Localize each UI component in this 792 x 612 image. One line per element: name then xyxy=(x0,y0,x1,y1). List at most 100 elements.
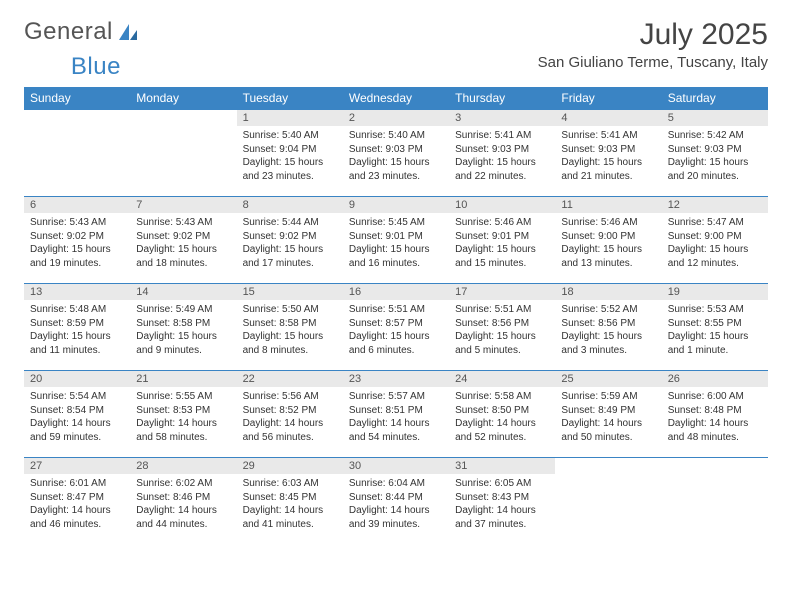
day-details: Sunrise: 5:55 AMSunset: 8:53 PMDaylight:… xyxy=(130,387,236,448)
daylight-text-1: Daylight: 14 hours xyxy=(243,504,337,518)
daylight-text-1: Daylight: 14 hours xyxy=(561,417,655,431)
day-number: 17 xyxy=(449,284,555,300)
day-number: 30 xyxy=(343,458,449,474)
day-number: 8 xyxy=(237,197,343,213)
daylight-text-1: Daylight: 15 hours xyxy=(30,330,124,344)
daylight-text-2: and 54 minutes. xyxy=(349,431,443,445)
daylight-text-2: and 17 minutes. xyxy=(243,257,337,271)
day-details: Sunrise: 5:41 AMSunset: 9:03 PMDaylight:… xyxy=(449,126,555,187)
calendar-day: 10Sunrise: 5:46 AMSunset: 9:01 PMDayligh… xyxy=(449,197,555,284)
daylight-text-1: Daylight: 15 hours xyxy=(349,156,443,170)
sunset-text: Sunset: 8:58 PM xyxy=(243,317,337,331)
day-details: Sunrise: 5:58 AMSunset: 8:50 PMDaylight:… xyxy=(449,387,555,448)
sunrise-text: Sunrise: 5:57 AM xyxy=(349,390,443,404)
calendar-day: 15Sunrise: 5:50 AMSunset: 8:58 PMDayligh… xyxy=(237,284,343,371)
day-number: 23 xyxy=(343,371,449,387)
day-details: Sunrise: 5:40 AMSunset: 9:03 PMDaylight:… xyxy=(343,126,449,187)
sunset-text: Sunset: 8:48 PM xyxy=(668,404,762,418)
day-number: 6 xyxy=(24,197,130,213)
daylight-text-2: and 19 minutes. xyxy=(30,257,124,271)
calendar-day: 6Sunrise: 5:43 AMSunset: 9:02 PMDaylight… xyxy=(24,197,130,284)
sunset-text: Sunset: 9:03 PM xyxy=(561,143,655,157)
sunset-text: Sunset: 8:49 PM xyxy=(561,404,655,418)
location-label: San Giuliano Terme, Tuscany, Italy xyxy=(538,54,768,71)
sunrise-text: Sunrise: 5:51 AM xyxy=(455,303,549,317)
sunset-text: Sunset: 8:59 PM xyxy=(30,317,124,331)
day-details: Sunrise: 5:46 AMSunset: 9:01 PMDaylight:… xyxy=(449,213,555,274)
day-number: 24 xyxy=(449,371,555,387)
daylight-text-2: and 23 minutes. xyxy=(349,170,443,184)
calendar-day: 17Sunrise: 5:51 AMSunset: 8:56 PMDayligh… xyxy=(449,284,555,371)
sunrise-text: Sunrise: 6:00 AM xyxy=(668,390,762,404)
daylight-text-2: and 15 minutes. xyxy=(455,257,549,271)
calendar-day: 31Sunrise: 6:05 AMSunset: 8:43 PMDayligh… xyxy=(449,458,555,545)
daylight-text-2: and 18 minutes. xyxy=(136,257,230,271)
calendar-week: 1Sunrise: 5:40 AMSunset: 9:04 PMDaylight… xyxy=(24,110,768,197)
daylight-text-2: and 41 minutes. xyxy=(243,518,337,532)
sunrise-text: Sunrise: 5:46 AM xyxy=(561,216,655,230)
calendar-day: 27Sunrise: 6:01 AMSunset: 8:47 PMDayligh… xyxy=(24,458,130,545)
calendar-day: 26Sunrise: 6:00 AMSunset: 8:48 PMDayligh… xyxy=(662,371,768,458)
daylight-text-1: Daylight: 15 hours xyxy=(243,243,337,257)
daylight-text-2: and 9 minutes. xyxy=(136,344,230,358)
calendar-day: 29Sunrise: 6:03 AMSunset: 8:45 PMDayligh… xyxy=(237,458,343,545)
calendar-day: 7Sunrise: 5:43 AMSunset: 9:02 PMDaylight… xyxy=(130,197,236,284)
day-number: 31 xyxy=(449,458,555,474)
daylight-text-2: and 3 minutes. xyxy=(561,344,655,358)
calendar-day: 9Sunrise: 5:45 AMSunset: 9:01 PMDaylight… xyxy=(343,197,449,284)
calendar-day: 28Sunrise: 6:02 AMSunset: 8:46 PMDayligh… xyxy=(130,458,236,545)
calendar-day: 25 Sunrise: 5:59 AMSunset: 8:49 PMDayligh… xyxy=(555,371,661,458)
calendar-body: 1Sunrise: 5:40 AMSunset: 9:04 PMDaylight… xyxy=(24,110,768,545)
month-title: July 2025 xyxy=(538,18,768,52)
day-number: 15 xyxy=(237,284,343,300)
calendar-day: 1Sunrise: 5:40 AMSunset: 9:04 PMDaylight… xyxy=(237,110,343,197)
day-details: Sunrise: 5:40 AMSunset: 9:04 PMDaylight:… xyxy=(237,126,343,187)
sunset-text: Sunset: 8:50 PM xyxy=(455,404,549,418)
day-number: 9 xyxy=(343,197,449,213)
sunset-text: Sunset: 8:43 PM xyxy=(455,491,549,505)
sunset-text: Sunset: 9:03 PM xyxy=(349,143,443,157)
sunrise-text: Sunrise: 6:04 AM xyxy=(349,477,443,491)
day-number: 22 xyxy=(237,371,343,387)
day-number: 3 xyxy=(449,110,555,126)
daylight-text-2: and 11 minutes. xyxy=(30,344,124,358)
daylight-text-1: Daylight: 15 hours xyxy=(668,156,762,170)
daylight-text-1: Daylight: 14 hours xyxy=(243,417,337,431)
sunset-text: Sunset: 9:04 PM xyxy=(243,143,337,157)
sunset-text: Sunset: 9:03 PM xyxy=(668,143,762,157)
sunrise-text: Sunrise: 5:59 AM xyxy=(561,390,655,404)
calendar-table: SundayMondayTuesdayWednesdayThursdayFrid… xyxy=(24,87,768,544)
calendar-day-empty xyxy=(130,110,236,197)
calendar-day: 23Sunrise: 5:57 AMSunset: 8:51 PMDayligh… xyxy=(343,371,449,458)
sunrise-text: Sunrise: 5:40 AM xyxy=(243,129,337,143)
daylight-text-1: Daylight: 14 hours xyxy=(30,504,124,518)
day-details: Sunrise: 5:51 AMSunset: 8:56 PMDaylight:… xyxy=(449,300,555,361)
daylight-text-2: and 50 minutes. xyxy=(561,431,655,445)
weekday-header: Saturday xyxy=(662,87,768,110)
sunrise-text: Sunrise: 5:44 AM xyxy=(243,216,337,230)
daylight-text-1: Daylight: 14 hours xyxy=(30,417,124,431)
sunrise-text: Sunrise: 5:56 AM xyxy=(243,390,337,404)
day-number: 10 xyxy=(449,197,555,213)
calendar-day-empty xyxy=(555,458,661,545)
day-details: Sunrise: 5:48 AMSunset: 8:59 PMDaylight:… xyxy=(24,300,130,361)
sunrise-text: Sunrise: 5:53 AM xyxy=(668,303,762,317)
daylight-text-2: and 37 minutes. xyxy=(455,518,549,532)
daylight-text-2: and 12 minutes. xyxy=(668,257,762,271)
title-block: July 2025 San Giuliano Terme, Tuscany, I… xyxy=(538,18,768,71)
sunset-text: Sunset: 9:00 PM xyxy=(668,230,762,244)
calendar-day: 24Sunrise: 5:58 AMSunset: 8:50 PMDayligh… xyxy=(449,371,555,458)
sunset-text: Sunset: 8:47 PM xyxy=(30,491,124,505)
calendar-day-empty xyxy=(24,110,130,197)
sunset-text: Sunset: 8:46 PM xyxy=(136,491,230,505)
day-number: 25 xyxy=(555,371,661,387)
sunset-text: Sunset: 9:02 PM xyxy=(30,230,124,244)
daylight-text-1: Daylight: 14 hours xyxy=(455,504,549,518)
daylight-text-2: and 16 minutes. xyxy=(349,257,443,271)
daylight-text-1: Daylight: 15 hours xyxy=(243,156,337,170)
daylight-text-2: and 52 minutes. xyxy=(455,431,549,445)
calendar-day: 13Sunrise: 5:48 AMSunset: 8:59 PMDayligh… xyxy=(24,284,130,371)
daylight-text-2: and 56 minutes. xyxy=(243,431,337,445)
daylight-text-2: and 46 minutes. xyxy=(30,518,124,532)
daylight-text-2: and 59 minutes. xyxy=(30,431,124,445)
